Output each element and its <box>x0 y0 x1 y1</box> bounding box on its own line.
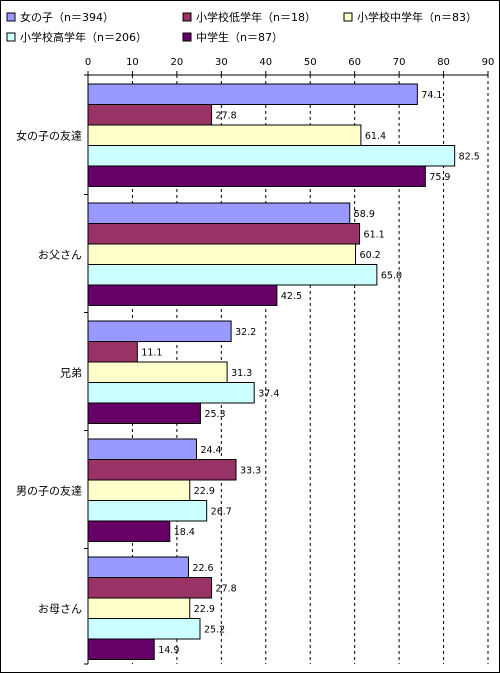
data-label-3-4: 18.4 <box>174 527 195 538</box>
bar-0-3 <box>87 145 456 167</box>
x-tick-label-40: 40 <box>259 57 272 68</box>
data-label-2-1: 11.1 <box>141 347 162 358</box>
bars: 74.1 27.8 61.4 82.5 75.9 58.9 61.1 60.265.0 42.5… <box>87 83 480 660</box>
x-axis-ticks: 0 10 20 30 40 50 60 70 80 90 <box>85 57 495 68</box>
data-label-1-4: 42.5 <box>281 291 302 302</box>
data-label-4-2: 22.9 <box>194 604 215 615</box>
bar-0-0 <box>87 83 418 105</box>
bar-1-0 <box>87 202 351 224</box>
category-label-4: お母さん <box>38 602 82 615</box>
bar-2-2 <box>87 361 228 383</box>
x-tick-label-30: 30 <box>215 57 228 68</box>
data-label-0-0: 74.1 <box>421 90 442 101</box>
data-label-3-0: 24.4 <box>200 445 221 456</box>
data-label-0-1: 27.8 <box>216 110 237 121</box>
data-label-1-0: 58.9 <box>354 209 375 220</box>
bar-2-1 <box>87 341 138 363</box>
data-label-3-2: 22.9 <box>194 486 215 497</box>
data-label-3-1: 33.3 <box>240 465 261 476</box>
category-label-0: 女の子の友達 <box>16 128 82 142</box>
bar-4-4 <box>87 638 155 660</box>
bar-3-1 <box>87 459 237 481</box>
bar-0-2 <box>87 124 362 146</box>
data-label-3-3: 26.7 <box>211 506 232 517</box>
legend-label-4: 中学生（n＝87） <box>196 30 283 44</box>
x-tick-label-80: 80 <box>437 57 450 68</box>
legend-label-1: 小学校低学年（n＝18） <box>196 10 316 24</box>
data-label-2-3: 37.4 <box>258 388 279 399</box>
bar-1-1 <box>87 223 361 245</box>
data-label-4-1: 27.8 <box>216 583 237 594</box>
bar-3-0 <box>87 438 197 460</box>
legend-label-0: 女の子（n＝394） <box>20 10 114 24</box>
axis-lines <box>84 71 489 665</box>
bar-4-0 <box>87 556 189 578</box>
bar-2-4 <box>87 402 201 424</box>
data-label-4-0: 22.6 <box>192 563 213 574</box>
legend: 女の子（n＝394） 小学校低学年（n＝18） 小学校中学年（n＝83） 小学校高学年… <box>6 10 477 44</box>
legend-label-3: 小学校高学年（n＝206） <box>20 30 147 44</box>
data-label-1-1: 61.1 <box>364 229 385 240</box>
legend-swatch-2 <box>343 12 353 22</box>
bar-2-3 <box>87 382 255 404</box>
bar-1-3 <box>87 264 378 286</box>
bar-0-1 <box>87 104 213 126</box>
x-tick-label-70: 70 <box>393 57 406 68</box>
data-label-4-4: 14.9 <box>158 645 179 656</box>
x-tick-label-50: 50 <box>304 57 317 68</box>
bar-4-2 <box>87 597 191 619</box>
x-tick-label-0: 0 <box>85 57 91 68</box>
category-label-1: お父さん <box>38 248 82 261</box>
data-label-0-3: 82.5 <box>459 151 480 162</box>
x-tick-label-10: 10 <box>126 57 139 68</box>
bar-1-2 <box>87 243 357 265</box>
bar-0-4 <box>87 165 426 187</box>
bar-3-3 <box>87 500 208 522</box>
data-label-0-2: 61.4 <box>365 131 386 142</box>
data-label-2-0: 32.2 <box>235 327 256 338</box>
x-tick-label-20: 20 <box>171 57 184 68</box>
bar-1-4 <box>87 284 278 306</box>
bar-3-4 <box>87 520 171 542</box>
legend-label-2: 小学校中学年（n＝83） <box>357 10 477 24</box>
data-label-0-4: 75.9 <box>429 172 450 183</box>
data-label-2-4: 25.3 <box>204 409 225 420</box>
data-label-1-2: 60.2 <box>360 250 381 261</box>
x-tick-label-90: 90 <box>482 57 495 68</box>
bar-3-2 <box>87 479 191 501</box>
x-tick-label-60: 60 <box>348 57 361 68</box>
bar-4-1 <box>87 577 213 599</box>
legend-swatch-3 <box>6 32 16 42</box>
data-label-1-3: 65.0 <box>381 270 402 281</box>
bar-2-0 <box>87 320 232 342</box>
data-label-4-3: 25.2 <box>204 624 225 635</box>
category-label-2: 兄弟 <box>60 366 82 379</box>
legend-swatch-0 <box>6 12 16 22</box>
data-label-2-2: 31.3 <box>231 368 252 379</box>
bar-4-3 <box>87 618 201 640</box>
legend-swatch-4 <box>182 32 192 42</box>
category-label-3: 男の子の友達 <box>16 483 82 497</box>
legend-swatch-1 <box>182 12 192 22</box>
